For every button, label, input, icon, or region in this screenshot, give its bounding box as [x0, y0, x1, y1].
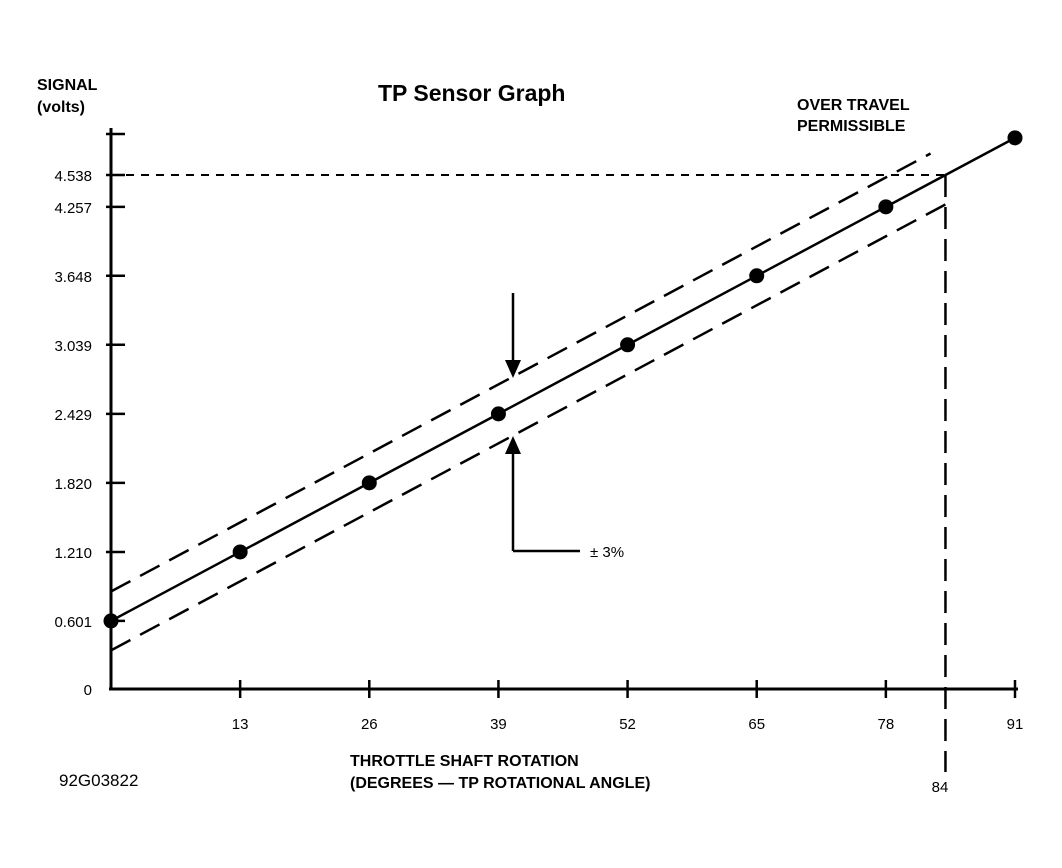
- data-point: [620, 337, 636, 353]
- upper-tolerance-line: [110, 152, 932, 593]
- x-axis-label-line2: (DEGREES — TP ROTATIONAL ANGLE): [350, 775, 650, 792]
- x-tick-label: 65: [748, 716, 765, 733]
- reference-x-label: 84: [932, 779, 949, 796]
- y-tick-label: 1.210: [54, 545, 92, 562]
- down-arrow-icon: [505, 360, 521, 378]
- data-point: [361, 475, 377, 491]
- tolerance-label: ± 3%: [590, 544, 624, 561]
- tolerance-arrows: [505, 293, 580, 553]
- y-tick-label: 2.429: [54, 407, 92, 424]
- data-point: [749, 268, 765, 284]
- axes-layer: [109, 128, 1018, 691]
- reference-lines-layer: [111, 174, 947, 772]
- y-tick-label: 4.538: [54, 168, 92, 185]
- y-tick-label: 0: [84, 682, 92, 699]
- over-travel-label-line2: PERMISSIBLE: [797, 118, 906, 135]
- y-axis-label-line1: SIGNAL: [37, 77, 98, 94]
- series-line: [110, 136, 1016, 623]
- y-tick-label: 0.601: [54, 614, 92, 631]
- data-point: [1007, 130, 1023, 146]
- y-axis-label-line2: (volts): [37, 99, 85, 116]
- lower-tolerance-line: [110, 200, 952, 652]
- x-tick-label: 26: [361, 716, 378, 733]
- x-tick-label: 13: [232, 716, 249, 733]
- over-travel-label-line1: OVER TRAVEL: [797, 97, 910, 114]
- series-layer: [103, 130, 1023, 629]
- y-tick-label: 3.039: [54, 338, 92, 355]
- x-tick-label: 78: [878, 716, 895, 733]
- y-tick-label: 3.648: [54, 269, 92, 286]
- data-point: [490, 406, 506, 422]
- tolerance-band-layer: [110, 152, 952, 652]
- ticks-layer: 13 26 39 52 65 78 91 0 0.601 1.210 1.820 2.429 3.039…: [54, 132, 1024, 733]
- y-tick-label: 4.257: [54, 200, 92, 217]
- data-point: [878, 199, 894, 215]
- x-tick-label: 91: [1007, 716, 1024, 733]
- x-tick-label: 52: [619, 716, 636, 733]
- x-tick-label: 39: [490, 716, 507, 733]
- up-arrow-icon: [505, 436, 521, 454]
- x-axis-label-line1: THROTTLE SHAFT ROTATION: [350, 753, 579, 770]
- y-tick-label: 1.820: [54, 476, 92, 493]
- figure-id: 92G03822: [59, 771, 138, 790]
- chart-title: TP Sensor Graph: [378, 80, 565, 106]
- data-point: [232, 544, 248, 560]
